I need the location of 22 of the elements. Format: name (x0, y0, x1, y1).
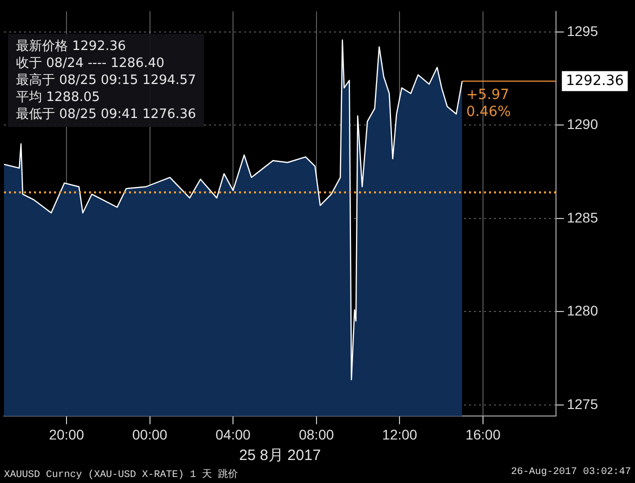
x-tick-label: 12:00 (382, 426, 418, 442)
x-tick-label: 08:00 (298, 426, 334, 442)
ref-line-label: 1292.36 (566, 72, 624, 89)
annotation: 最新价格 1292.36 (16, 38, 127, 55)
annotation: 收于 08/24 ---- 1286.40 (16, 55, 166, 72)
y-tick-label: 1280 (566, 302, 598, 319)
y-tick-label: 1290 (566, 116, 598, 132)
text: XAUUSD Curncy (XAU-USD X-RATE) 1 天 跳价 (4, 468, 238, 481)
annotation: +5.97 (466, 86, 510, 103)
annotation: 最高于 08/25 09:15 1294.57 (16, 72, 196, 89)
y-tick-label: 1275 (566, 396, 598, 412)
y-tick-label: 1295 (566, 22, 598, 39)
text: 26-Aug-2017 03:02:47 (510, 467, 631, 480)
annotation: 0.46% (466, 104, 511, 120)
annotation: 最低于 08/25 09:41 1276.36 (16, 106, 196, 123)
x-axis-title: 25 8月 2017 (239, 447, 321, 464)
x-tick-label: 20:00 (48, 426, 84, 442)
annotation: 平均 1288.05 (16, 89, 101, 106)
x-tick-label: 16:00 (465, 426, 501, 442)
x-tick-label: 04:00 (216, 426, 251, 442)
y-tick-label: 1285 (566, 209, 598, 226)
x-tick-label: 00:00 (132, 426, 168, 442)
